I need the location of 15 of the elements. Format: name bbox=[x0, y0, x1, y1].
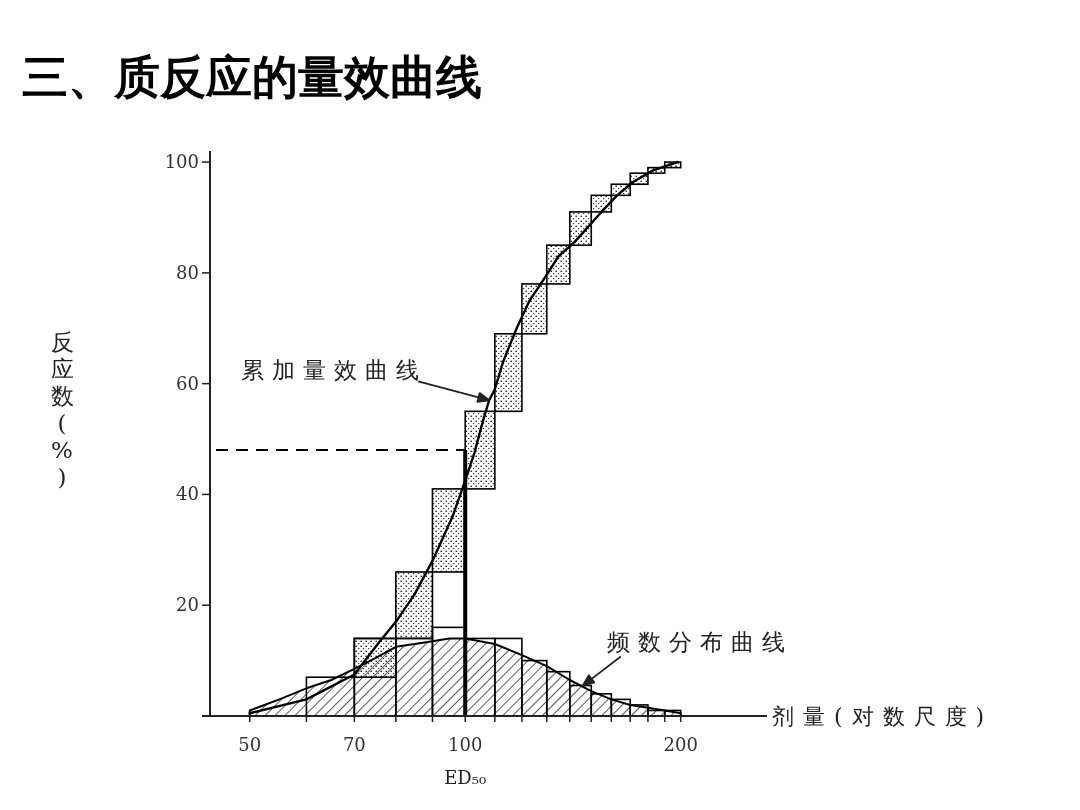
y-tick-label: 40 bbox=[176, 483, 199, 505]
ref-line-label: ED₅₀ bbox=[444, 767, 487, 788]
x-tick-label: 100 bbox=[448, 734, 483, 755]
x-tick-label: 50 bbox=[238, 734, 262, 755]
x-axis-title: 剂量(对数尺度) bbox=[772, 704, 994, 729]
y-tick-label: 80 bbox=[176, 261, 199, 283]
y-tick-label: 20 bbox=[176, 594, 199, 616]
y-tick-label: 60 bbox=[176, 372, 199, 394]
y-axis-title: 反应数(%) bbox=[50, 329, 74, 490]
y-tick-label: 100 bbox=[164, 151, 199, 173]
x-tick-label: 70 bbox=[342, 734, 366, 755]
annotation: 频数分布曲线 bbox=[606, 628, 793, 655]
annotation: 累加量效曲线 bbox=[241, 357, 428, 384]
x-tick-label: 200 bbox=[663, 734, 698, 755]
chart-title: 三、质反应的量效曲线 bbox=[22, 50, 482, 104]
